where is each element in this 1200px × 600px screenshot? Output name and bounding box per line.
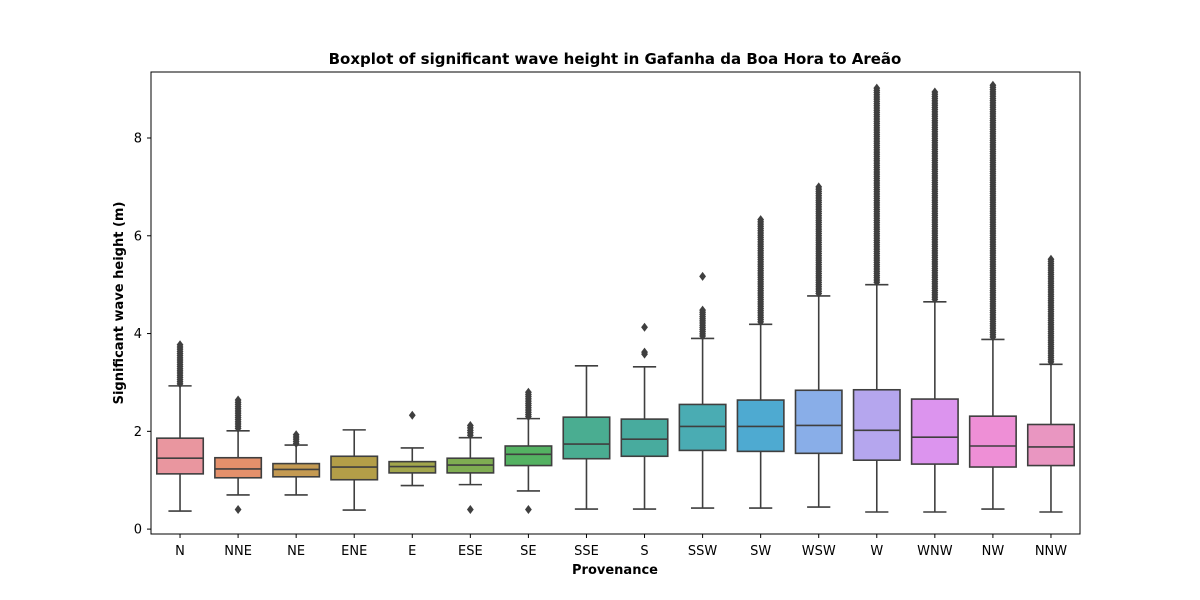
outlier-point [525,387,532,397]
x-tick-label: N [175,544,185,559]
outlier-point [525,505,532,515]
x-tick-label: NNE [224,544,252,559]
box-ese [446,420,495,515]
outlier-point [466,505,474,515]
iqr-box [156,437,205,475]
outlier-point [234,505,242,515]
outlier-point [873,83,881,93]
x-tick-label: WNW [917,544,953,559]
box-wsw [794,182,843,508]
plot-area [156,80,1075,515]
outlier-point [641,322,648,332]
y-tick-label: 0 [134,523,142,538]
box-sse [562,365,611,510]
outlier-point [757,215,765,225]
box-w [852,83,901,513]
box-ssw [678,271,727,509]
outlier-point [466,420,474,430]
outlier-point [176,340,184,350]
x-tick-label: E [408,544,416,559]
iqr-box [1026,423,1075,467]
y-tick-label: 8 [134,132,142,147]
box-sw [736,215,785,509]
x-tick-label: SSW [688,544,718,559]
x-tick-label: ESE [458,544,483,559]
box-se [504,387,553,515]
chart-title: Boxplot of significant wave height in Ga… [329,50,902,68]
box-ene [330,429,379,511]
y-tick-label: 2 [134,425,142,440]
outlier-point [699,271,706,281]
x-tick-label: NW [982,544,1005,559]
iqr-box [910,398,959,465]
y-axis: 0 2 4 6 8 [134,132,151,538]
outlier-point [815,182,823,192]
outlier-point [699,305,706,315]
outlier-point [408,410,416,420]
box-nw [968,80,1017,510]
iqr-box [852,388,901,461]
y-tick-label: 6 [134,229,142,244]
x-tick-label: NE [287,544,305,559]
iqr-box [794,389,843,455]
box-n [156,340,205,512]
box-ne [272,430,321,496]
x-tick-label: W [870,544,883,559]
x-axis-label: Provenance [572,563,658,578]
outlier-point [989,80,997,90]
x-tick-label: S [640,544,648,559]
outlier-point [234,395,242,405]
box-wnw [910,87,959,513]
x-axis: N NNE NE ENE E ESE SE SSE S SSW SW WSW W WNW NW NNW [175,534,1067,559]
iqr-box [214,456,263,479]
box-nne [214,395,263,515]
box-nnw [1026,254,1075,513]
iqr-box [968,415,1017,468]
iqr-box [620,418,669,458]
iqr-box [504,445,553,467]
outlier-point [1047,254,1055,264]
y-axis-label: Significant wave height (m) [112,202,127,405]
box-s [620,322,669,510]
outlier-point [641,347,648,357]
x-tick-label: SE [520,544,536,559]
plot-frame [150,71,1081,535]
outlier-point [292,430,300,440]
x-tick-label: WSW [802,544,836,559]
y-tick-label: 4 [134,327,142,342]
x-tick-label: SW [750,544,771,559]
outlier-point [931,87,939,97]
box-e [388,410,437,487]
x-tick-label: SSE [574,544,599,559]
iqr-box [330,455,379,481]
x-tick-label: ENE [341,544,367,559]
x-tick-label: NNW [1035,544,1067,559]
iqr-box [678,403,727,452]
iqr-box [562,416,611,460]
